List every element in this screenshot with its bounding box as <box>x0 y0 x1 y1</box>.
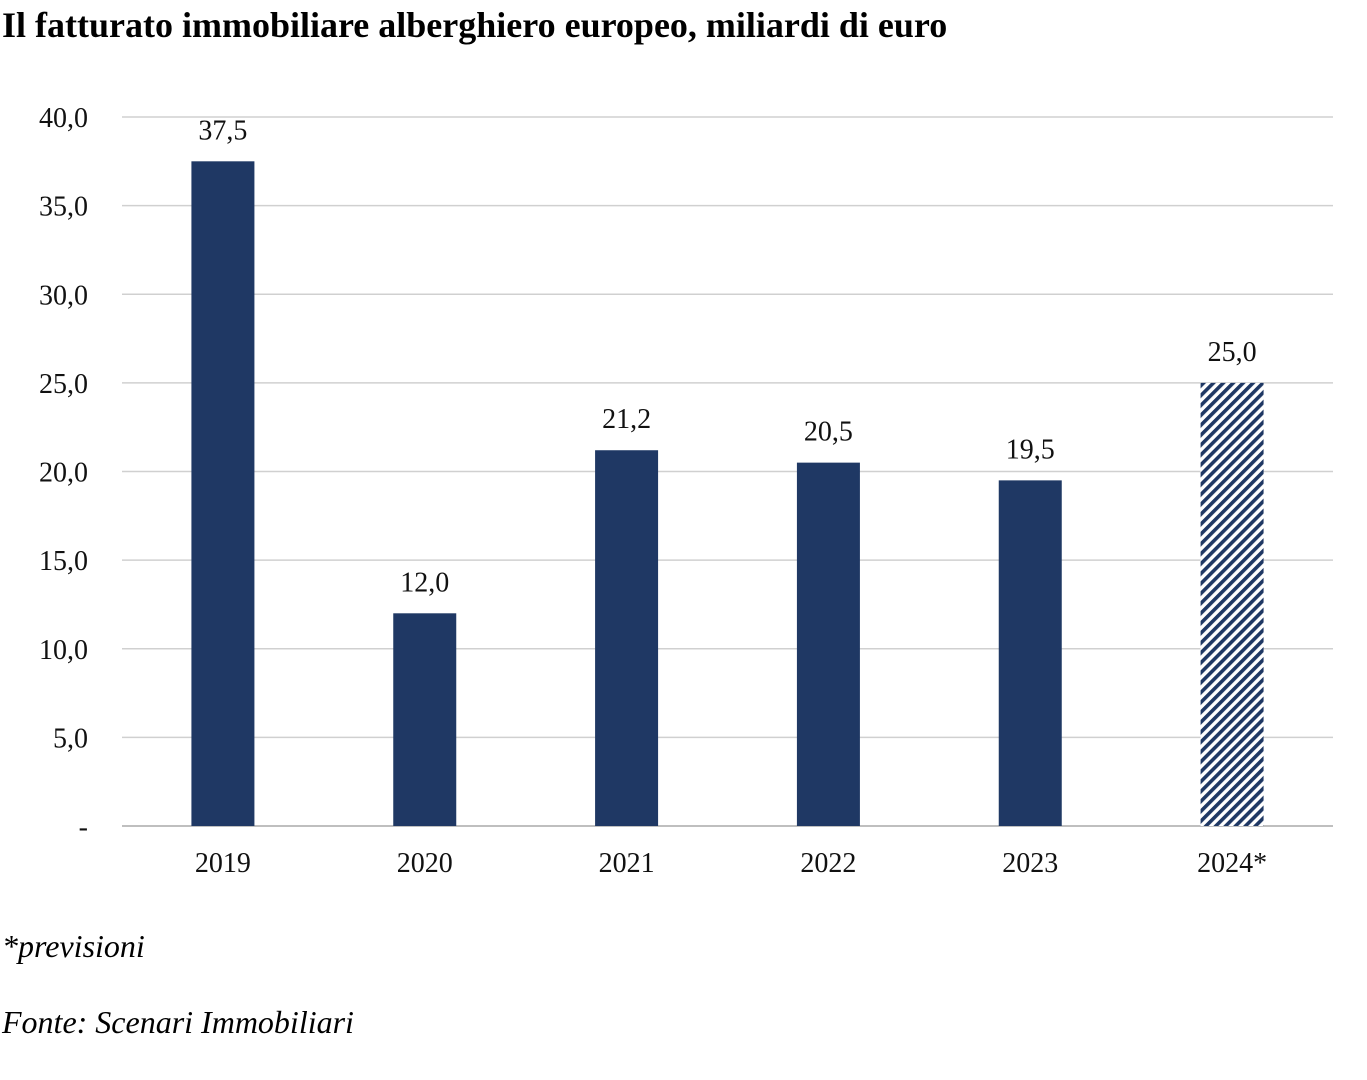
source-note: Fonte: Scenari Immobiliari <box>2 1004 354 1040</box>
y-tick-label: 35,0 <box>39 192 88 223</box>
x-tick-label: 2020 <box>397 848 453 879</box>
x-tick-label: 2021 <box>599 848 655 879</box>
data-label: 19,5 <box>1006 434 1055 465</box>
data-labels: 37,5 12,0 21,2 20,5 19,5 25,0 <box>198 115 1256 598</box>
y-tick-label: 25,0 <box>39 369 88 400</box>
x-tick-label: 2023 <box>1002 848 1058 879</box>
bar-2022 <box>796 462 860 826</box>
x-tick-label: 2022 <box>800 848 856 879</box>
forecast-note: *previsioni <box>2 928 145 964</box>
bar-2020 <box>393 613 457 826</box>
y-tick-label: 5,0 <box>53 723 88 754</box>
x-tick-label: 2019 <box>195 848 251 879</box>
gridlines <box>122 116 1333 827</box>
bar-2023 <box>998 480 1062 826</box>
data-label: 25,0 <box>1208 337 1257 368</box>
y-axis-tick-labels: - 5,0 10,0 15,0 20,0 25,0 30,0 35,0 40,0 <box>39 103 88 843</box>
bar-2024-forecast <box>1200 382 1264 826</box>
x-tick-label: 2024* <box>1197 848 1267 879</box>
y-tick-label: 20,0 <box>39 458 88 489</box>
data-label: 21,2 <box>602 404 651 435</box>
data-label: 12,0 <box>400 567 449 598</box>
x-axis-tick-labels: 2019 2020 2021 2022 2023 2024* <box>195 848 1267 879</box>
y-tick-label: 30,0 <box>39 280 88 311</box>
bar-2021 <box>595 450 659 826</box>
y-tick-label: - <box>79 812 88 843</box>
y-tick-label: 15,0 <box>39 546 88 577</box>
y-tick-label: 40,0 <box>39 103 88 134</box>
bar-2019 <box>191 161 255 826</box>
chart-title: Il fatturato immobiliare alberghiero eur… <box>2 5 948 45</box>
data-label: 37,5 <box>198 115 247 146</box>
data-label: 20,5 <box>804 417 853 448</box>
bars <box>191 161 1264 826</box>
y-tick-label: 10,0 <box>39 635 88 666</box>
